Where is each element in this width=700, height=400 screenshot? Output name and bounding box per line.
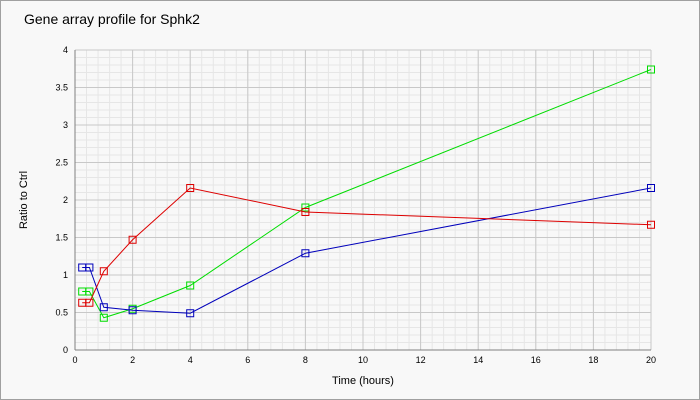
- y-tick-label: 3.5: [55, 83, 68, 93]
- data-point-marker: [128, 306, 137, 315]
- x-tick-label: 20: [646, 355, 656, 365]
- data-point-marker: [186, 281, 195, 290]
- series-line: [82, 69, 652, 319]
- x-tick-label: 16: [531, 355, 541, 365]
- data-point-marker: [85, 287, 94, 296]
- series-2: [78, 184, 655, 318]
- y-tick-label: 0: [63, 345, 68, 355]
- x-tick-label: 2: [130, 355, 135, 365]
- data-point-marker: [85, 298, 94, 307]
- y-tick-label: 2: [63, 195, 68, 205]
- series-1: [78, 65, 655, 322]
- data-point-marker: [186, 309, 195, 318]
- x-tick-label: 0: [72, 355, 77, 365]
- x-tick-label: 12: [416, 355, 426, 365]
- data-point-marker: [85, 263, 94, 272]
- x-tick-label: 8: [303, 355, 308, 365]
- data-point-marker: [128, 235, 137, 244]
- y-tick-label: 0.5: [55, 308, 68, 318]
- y-axis-label: Ratio to Ctrl: [18, 171, 30, 229]
- series-line: [82, 187, 652, 304]
- data-point-marker: [301, 208, 310, 216]
- x-tick-label: 6: [245, 355, 250, 365]
- x-tick-label: 14: [473, 355, 483, 365]
- y-tick-label: 1.5: [55, 233, 68, 243]
- data-point-marker: [99, 313, 108, 322]
- y-tick-label: 3: [63, 120, 68, 130]
- data-point-marker: [99, 303, 108, 312]
- x-tick-label: 4: [188, 355, 193, 365]
- series-line: [82, 187, 652, 314]
- y-tick-label: 2.5: [55, 158, 68, 168]
- data-point-marker: [301, 249, 310, 258]
- data-point-marker: [99, 267, 108, 276]
- series-3: [78, 184, 655, 307]
- y-tick-label: 4: [63, 45, 68, 55]
- x-tick-label: 18: [588, 355, 598, 365]
- data-point-marker: [301, 203, 310, 212]
- data-point-marker: [186, 184, 195, 192]
- y-tick-label: 1: [63, 270, 68, 280]
- data-point-marker: [647, 220, 655, 229]
- chart-title: Gene array profile for Sphk2: [24, 11, 200, 27]
- x-axis-label: Time (hours): [332, 375, 394, 387]
- data-point-marker: [647, 65, 655, 74]
- x-tick-label: 10: [358, 355, 368, 365]
- data-point-marker: [647, 184, 655, 192]
